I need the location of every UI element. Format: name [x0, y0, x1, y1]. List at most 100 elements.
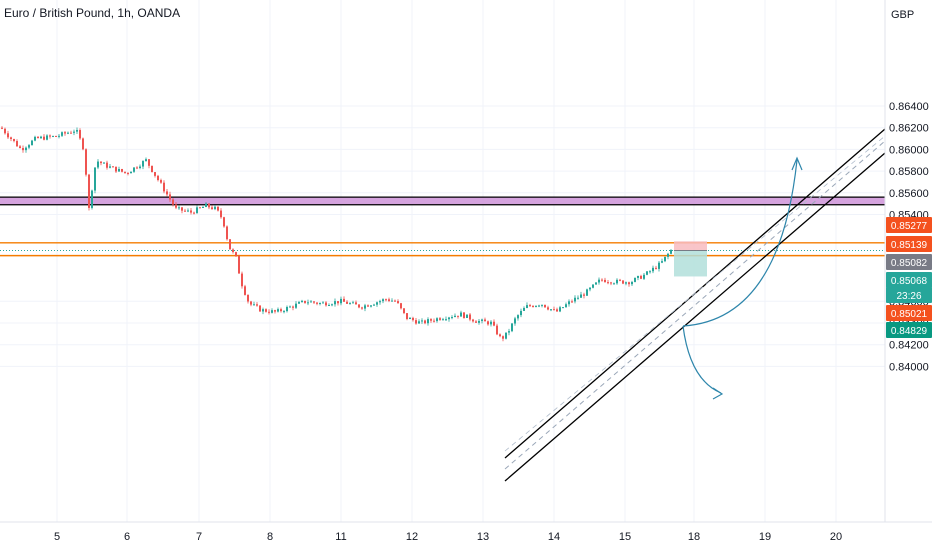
candle-body [355, 302, 357, 305]
candle-body [70, 132, 72, 134]
candle-body [133, 167, 135, 172]
candle-body [295, 303, 297, 308]
price-label-box [886, 254, 932, 270]
candle-body [277, 309, 279, 312]
candle-body [505, 332, 507, 339]
candle-body [211, 207, 213, 210]
candle-body [634, 277, 636, 282]
candle-body [466, 314, 468, 318]
candle-body [145, 159, 147, 162]
candle-body [616, 279, 618, 284]
candle-body [283, 311, 285, 313]
candle-body [544, 304, 546, 308]
candle-body [397, 301, 399, 304]
candle-body [85, 149, 87, 175]
candle-body [421, 320, 423, 322]
candle-body [271, 310, 273, 313]
candle-body [301, 300, 303, 303]
candle-body [268, 311, 270, 313]
resistance-zone [0, 197, 885, 205]
candle-body [493, 321, 495, 326]
candle-body [655, 267, 657, 269]
candle-body [643, 274, 645, 279]
candle-body [328, 305, 330, 307]
candle-body [457, 315, 459, 317]
candle-body [220, 210, 222, 218]
candle-body [142, 161, 144, 167]
candle-body [403, 308, 405, 314]
candle-body [163, 182, 165, 192]
candle-body [595, 282, 597, 285]
candle-body [532, 306, 534, 308]
candle-body [289, 306, 291, 308]
candle-body [361, 307, 363, 309]
candles-layer [1, 126, 672, 342]
candle-body [373, 304, 375, 306]
candle-body [631, 281, 633, 285]
candle-body [298, 302, 300, 304]
candle-body [664, 256, 666, 262]
candle-body [472, 319, 474, 322]
candle-body [430, 319, 432, 321]
candle-body [586, 289, 588, 296]
candle-body [481, 319, 483, 321]
candle-body [313, 301, 315, 303]
axis-layer: 0.864000.862000.860000.858000.856000.854… [0, 0, 932, 543]
candle-body [310, 301, 312, 303]
candle-body [367, 305, 369, 307]
candle-body [76, 130, 78, 132]
candle-body [253, 304, 255, 306]
candle-body [10, 137, 12, 139]
candle-body [598, 279, 600, 283]
candle-body [349, 303, 351, 305]
candle-body [619, 279, 621, 281]
candle-body [316, 302, 318, 304]
candle-body [442, 319, 444, 321]
candle-body [31, 140, 33, 146]
candle-body [4, 128, 6, 134]
candle-body [541, 304, 543, 306]
candle-body [139, 166, 141, 169]
price-label: 0.84829 [891, 326, 928, 337]
candle-body [409, 317, 411, 319]
candle-body [115, 166, 117, 172]
candle-body [247, 294, 249, 302]
candle-body [646, 271, 648, 275]
candle-body [433, 320, 435, 322]
candle-body [331, 304, 333, 306]
candle-body [19, 146, 21, 149]
drawing-layer [504, 128, 886, 482]
candle-body [346, 301, 348, 304]
candle-body [178, 207, 180, 209]
candle-body [262, 309, 264, 312]
candle-body [637, 275, 639, 278]
y-tick-label: 0.84000 [889, 361, 929, 373]
candle-body [406, 313, 408, 319]
candle-body [610, 282, 612, 284]
candle-body [58, 135, 60, 137]
candle-body [100, 161, 102, 164]
candle-body [52, 135, 54, 137]
candle-body [463, 312, 465, 318]
candle-body [259, 305, 261, 312]
candle-body [64, 132, 66, 134]
candle-body [571, 301, 573, 303]
candle-body [376, 302, 378, 305]
y-tick-label: 0.86200 [889, 123, 929, 135]
x-tick-label: 8 [267, 531, 273, 543]
candle-body [223, 217, 225, 227]
candle-body [382, 299, 384, 302]
candle-body [322, 302, 324, 304]
candle-body [529, 305, 531, 307]
candle-body [652, 267, 654, 272]
candle-body [184, 210, 186, 212]
x-tick-label: 7 [196, 531, 202, 543]
candle-body [118, 168, 120, 172]
candle-body [241, 273, 243, 287]
candle-body [292, 306, 294, 308]
candle-body [112, 166, 114, 168]
candle-body [535, 305, 537, 307]
candle-body [190, 210, 192, 213]
